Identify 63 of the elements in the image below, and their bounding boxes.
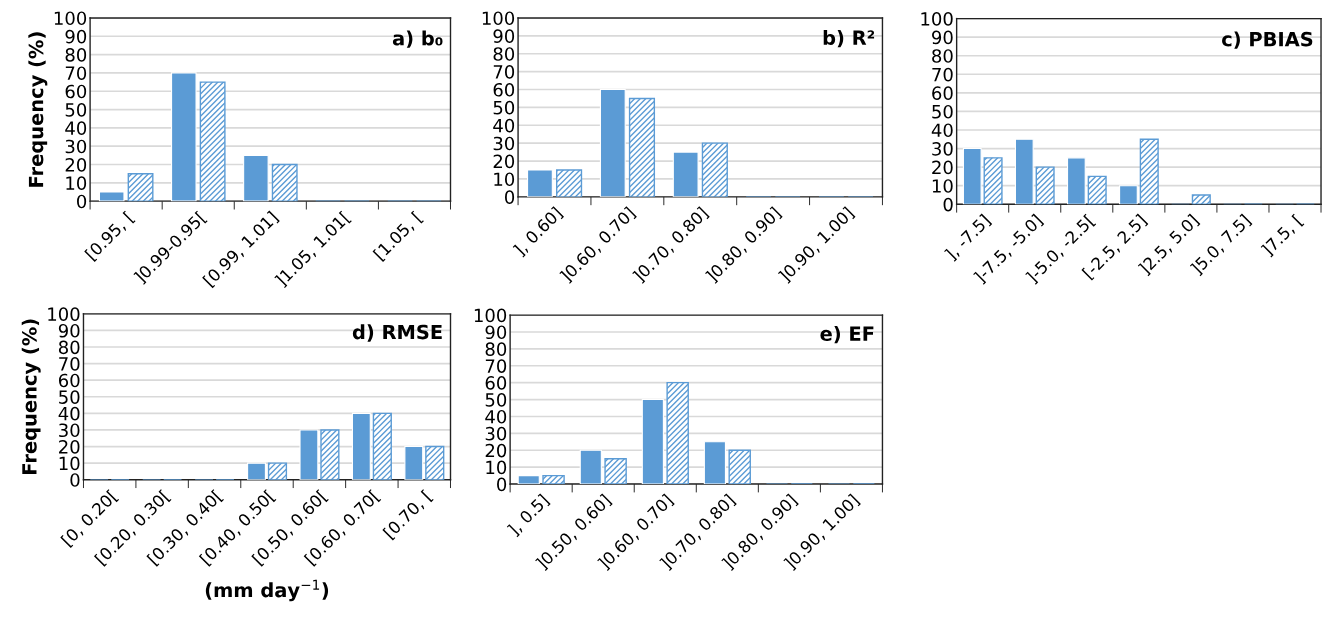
y-tick-label: 40: [65, 121, 87, 135]
y-tick-label: 60: [65, 84, 87, 99]
y-tick-label: 50: [485, 393, 507, 407]
y-tick-label: 100: [474, 308, 507, 323]
y-tick-label: 100: [48, 307, 80, 321]
y-tick-label: 90: [485, 325, 507, 340]
y-tick-label: 30: [485, 426, 507, 441]
chart-title: d) RMSE: [352, 324, 442, 342]
y-tick-label: 60: [58, 373, 80, 388]
y-tick-label: 70: [932, 67, 953, 82]
y-tick-label: 40: [58, 406, 80, 421]
y-tick-label: 100: [482, 11, 515, 26]
y-tick-label: 100: [921, 12, 953, 26]
text: b) R²: [823, 30, 875, 48]
y-tick-label: 10: [66, 176, 87, 190]
y-tick-label: 50: [65, 103, 87, 117]
y-tick-label: 80: [65, 48, 87, 62]
y-tick-label: 50: [59, 390, 80, 404]
y-tick-label: 0: [943, 197, 953, 212]
y-tick-label: 70: [485, 359, 507, 373]
y-tick-label: 90: [58, 323, 80, 338]
y-tick-label: 0: [77, 194, 87, 209]
y-tick-label: 40: [931, 123, 953, 138]
text: e) EF: [820, 325, 874, 344]
y-tick-label: 90: [493, 29, 515, 43]
y-tick-label: 20: [485, 443, 507, 458]
y-tick-label: 30: [65, 139, 87, 154]
y-tick-label: 40: [493, 118, 515, 133]
y-tick-label: 20: [493, 154, 515, 169]
y-tick-label: 80: [58, 340, 80, 355]
y-axis-title: Frequency (%): [21, 319, 41, 474]
y-tick-label: 60: [485, 376, 507, 390]
y-tick-label: 90: [932, 30, 953, 45]
y-tick-label: 80: [485, 342, 507, 356]
y-tick-label: 50: [932, 104, 953, 119]
y-tick-label: 0: [497, 477, 507, 492]
y-tick-label: 50: [493, 100, 515, 115]
x-axis-title: (mm day$^{−1}$): [205, 579, 329, 602]
y-tick-label: 30: [932, 142, 953, 156]
y-tick-label: 0: [505, 190, 515, 204]
y-tick-label: 10: [486, 460, 507, 475]
y-tick-label: 30: [59, 423, 80, 438]
y-tick-label: 80: [932, 49, 953, 63]
y-tick-label: 20: [59, 440, 80, 454]
y-tick-label: 10: [59, 456, 80, 471]
y-tick-label: 10: [494, 172, 515, 187]
y-tick-label: 60: [932, 86, 953, 100]
y-tick-label: 30: [493, 136, 515, 151]
text: a) b₀: [392, 30, 443, 48]
y-tick-label: 60: [493, 82, 515, 97]
y-tick-label: 0: [70, 473, 80, 487]
y-tick-label: 10: [932, 179, 953, 193]
y-axis-title: Frequency (%): [28, 32, 48, 187]
y-tick-label: 20: [932, 160, 953, 175]
y-tick-label: 20: [65, 157, 87, 172]
y-tick-label: 70: [59, 357, 80, 371]
y-tick-label: 80: [493, 47, 515, 61]
y-tick-label: 40: [485, 409, 507, 424]
text: c) PBIAS: [1222, 31, 1313, 49]
y-tick-label: 70: [493, 65, 515, 79]
y-tick-label: 90: [65, 29, 87, 44]
y-tick-label: 100: [54, 11, 87, 26]
y-tick-label: 70: [65, 66, 87, 81]
